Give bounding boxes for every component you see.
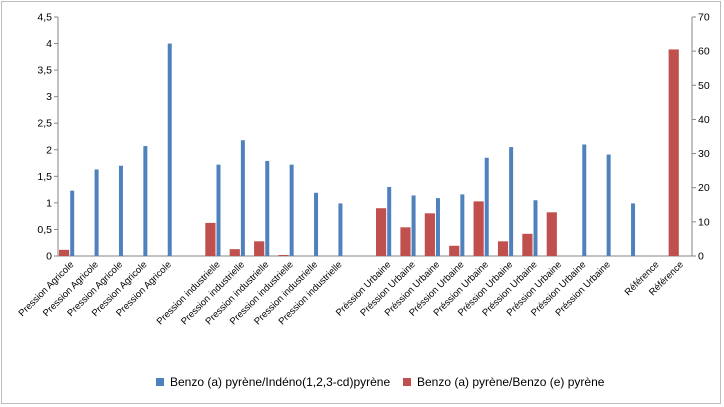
bar-series-2 — [668, 49, 679, 256]
right-tick-label: 40 — [698, 114, 710, 126]
right-axis-ticks: 0 10 20 30 40 50 60 70 — [692, 12, 710, 263]
bar-series-1 — [167, 43, 172, 257]
right-tick-label: 10 — [698, 216, 710, 228]
bar-series-1 — [411, 195, 416, 256]
left-tick-label: 3 — [46, 91, 52, 103]
bar-series-2 — [400, 227, 411, 256]
bar-series-1 — [94, 169, 99, 256]
left-tick-label: 0 — [46, 251, 52, 263]
bar-series-1 — [606, 154, 611, 256]
left-tick-label: 4 — [46, 38, 52, 50]
bar-series-1 — [631, 203, 636, 256]
bar-series-2 — [59, 249, 70, 256]
left-tick-label: 4,5 — [37, 12, 52, 24]
bar-series-1 — [70, 190, 75, 256]
bar-series-2 — [522, 233, 533, 256]
bar-series-1 — [435, 198, 440, 256]
chart-bars — [59, 43, 679, 257]
left-axis-ticks: 0 0,5 1 1,5 2 2,5 3 3,5 4 4,5 — [37, 12, 58, 263]
right-tick-label: 20 — [698, 182, 710, 194]
legend-label-series-2: Benzo (a) pyrène/Benzo (e) pyrène — [417, 375, 605, 389]
right-tick-label: 0 — [698, 251, 704, 263]
right-tick-label: 70 — [698, 12, 710, 24]
bar-series-2 — [376, 208, 387, 256]
bar-series-1 — [143, 146, 148, 256]
left-tick-label: 0,5 — [37, 224, 52, 236]
legend-swatch-series-1 — [156, 378, 164, 386]
bar-series-2 — [254, 241, 265, 256]
bar-series-1 — [240, 140, 245, 256]
chart-axes — [57, 17, 693, 257]
bar-series-1 — [338, 203, 343, 256]
bar-series-2 — [205, 222, 216, 256]
bar-series-1 — [460, 194, 465, 256]
bar-series-1 — [484, 157, 489, 256]
bar-series-2 — [473, 201, 484, 256]
left-tick-label: 1 — [46, 197, 52, 209]
bar-series-2 — [497, 241, 509, 256]
bar-series-1 — [387, 186, 392, 256]
bar-series-2 — [546, 212, 557, 256]
left-tick-label: 3,5 — [37, 65, 52, 77]
left-tick-label: 2 — [46, 144, 52, 156]
bar-series-2 — [449, 245, 460, 256]
legend-swatch-series-2 — [403, 378, 411, 386]
right-tick-label: 60 — [698, 46, 710, 58]
legend-label-series-1: Benzo (a) pyrène/Indéno(1,2,3-cd)pyrène — [170, 375, 391, 389]
bar-series-1 — [216, 164, 221, 256]
bar-series-1 — [582, 144, 587, 256]
right-tick-label: 50 — [698, 80, 710, 92]
bar-series-2 — [229, 249, 240, 256]
bar-series-1 — [314, 192, 319, 256]
left-tick-label: 2,5 — [37, 118, 52, 130]
bar-series-1 — [289, 164, 294, 256]
bar-series-1 — [509, 147, 514, 256]
legend-item-series-1: Benzo (a) pyrène/Indéno(1,2,3-cd)pyrène — [156, 374, 390, 390]
bar-series-1 — [533, 200, 538, 256]
right-tick-label: 30 — [698, 148, 710, 160]
legend-item-series-2: Benzo (a) pyrène/Benzo (e) pyrène — [403, 374, 604, 390]
bar-series-2 — [424, 213, 435, 256]
bar-series-2 — [278, 254, 289, 256]
left-tick-label: 1,5 — [37, 171, 52, 183]
bar-series-1 — [118, 165, 123, 256]
bar-series-1 — [265, 160, 270, 256]
